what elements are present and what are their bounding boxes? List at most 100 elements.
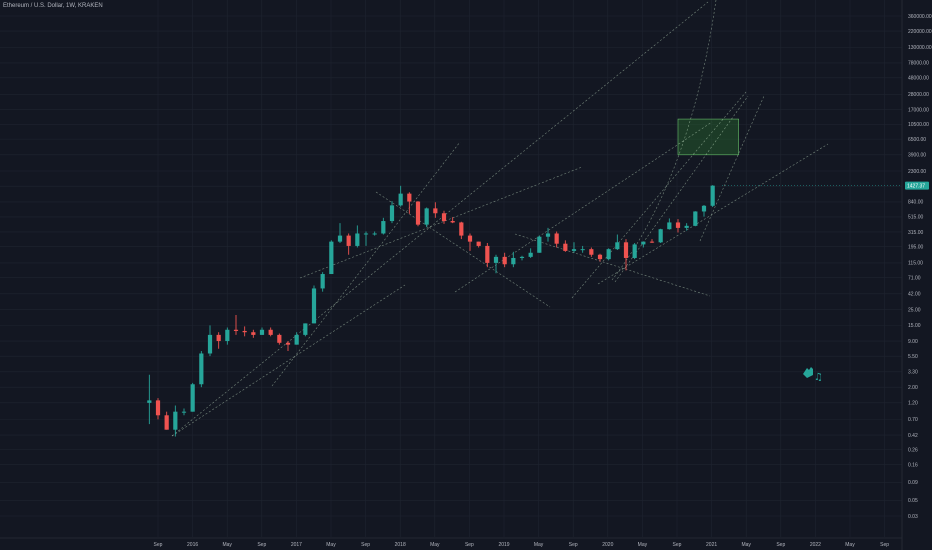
parabolic-curve (611, 0, 717, 281)
candle (519, 255, 525, 261)
candle-body (589, 249, 594, 255)
candle-body (242, 330, 247, 333)
time-tick-label: May (845, 542, 855, 548)
candle (207, 325, 213, 357)
candle-body (389, 205, 395, 222)
candle (684, 223, 689, 231)
trendline (171, 284, 406, 437)
price-tick-label: 115.00 (908, 261, 923, 267)
candle-body (199, 353, 204, 385)
price-tick-label: 15.00 (908, 323, 921, 329)
hand-emoji-icon (803, 367, 813, 378)
candle-body (311, 288, 317, 324)
candle-body (519, 256, 525, 258)
price-tick-label: 0.05 (908, 498, 918, 504)
candle-body (606, 249, 611, 260)
candle (355, 225, 360, 248)
candle-body (493, 256, 499, 263)
candle (511, 251, 516, 268)
candle (441, 210, 447, 224)
target-zone-box (677, 118, 739, 156)
time-tick-label: May (741, 542, 751, 548)
price-tick-label: 130000.00 (908, 45, 932, 51)
time-tick-label: May (222, 542, 232, 548)
price-tick-label: 195.00 (908, 244, 924, 250)
candle (233, 315, 239, 335)
candle (346, 233, 351, 255)
decorations: 1427.37 ♫ (722, 181, 929, 383)
candle (147, 374, 152, 425)
candle (563, 240, 568, 252)
price-tick-label: 0.26 (908, 448, 918, 454)
candle (216, 332, 221, 349)
candle (268, 327, 273, 337)
candle (675, 219, 681, 233)
candle-body (441, 213, 447, 222)
candle-body (277, 334, 282, 343)
price-axis[interactable]: 0.03 0.05 0.09 0.16 0.26 0.42 0.70 1.20 2.00 3.30… (908, 14, 932, 520)
trendline (571, 91, 747, 299)
candle-body (433, 208, 438, 214)
candle (554, 231, 559, 248)
candle-body (381, 221, 386, 234)
candle-body (398, 193, 403, 206)
time-tick-label: Sep (569, 542, 578, 548)
price-tick-label: 28000.00 (908, 92, 929, 98)
candle (277, 333, 282, 345)
candle-body (407, 193, 412, 202)
candle (407, 192, 412, 214)
candle-body (615, 242, 620, 250)
candle (528, 248, 533, 258)
trendline (375, 191, 551, 308)
candle (649, 239, 655, 243)
price-tick-label: 25.00 (908, 308, 921, 314)
last-price-badge (905, 181, 929, 190)
candle (389, 201, 395, 224)
candle (173, 405, 178, 437)
candle-body (285, 342, 291, 345)
price-tick-label: 360000.00 (908, 14, 932, 20)
price-tick-label: 17000.00 (908, 107, 929, 113)
candle (658, 228, 663, 243)
candle-body (450, 221, 455, 223)
candle-body (641, 241, 646, 245)
candle-body (233, 329, 239, 331)
candle-body (355, 233, 360, 246)
price-tick-label: 1.20 (908, 401, 918, 407)
candle-body (675, 222, 681, 228)
price-tick-label: 3900.00 (908, 153, 926, 159)
target-zone-layer (677, 118, 739, 156)
candle (190, 382, 195, 412)
trendline (597, 143, 829, 285)
candle (571, 242, 577, 253)
candle (164, 411, 169, 430)
candle-body (424, 208, 429, 225)
candle-body (580, 249, 585, 251)
price-tick-label: 71.00 (908, 275, 921, 281)
candle-body (545, 233, 551, 237)
price-tick-label: 0.03 (908, 514, 918, 520)
candle (476, 241, 481, 248)
candle-body (467, 235, 473, 242)
price-tick-label: 220000.00 (908, 29, 932, 35)
candle-body (684, 225, 689, 228)
candle-body (502, 256, 507, 265)
time-axis[interactable]: Sep 2016 May Sep 2017 May Sep 2018 May Sep 2019 May… (154, 542, 890, 548)
candle-body (173, 411, 178, 430)
candle-body (554, 233, 559, 244)
price-tick-label: 515.00 (908, 215, 924, 221)
time-tick-label: May (326, 542, 336, 548)
candle (259, 327, 265, 335)
time-tick-label: Sep (673, 542, 682, 548)
candle (537, 235, 542, 253)
candle-body (147, 400, 152, 403)
candle (398, 185, 403, 207)
candle-body (251, 332, 256, 335)
music-note-icon: ♫ (814, 372, 823, 383)
candle-body (181, 411, 187, 413)
price-tick-label: 315.00 (908, 230, 924, 236)
candle (597, 253, 603, 262)
candle (580, 245, 585, 253)
